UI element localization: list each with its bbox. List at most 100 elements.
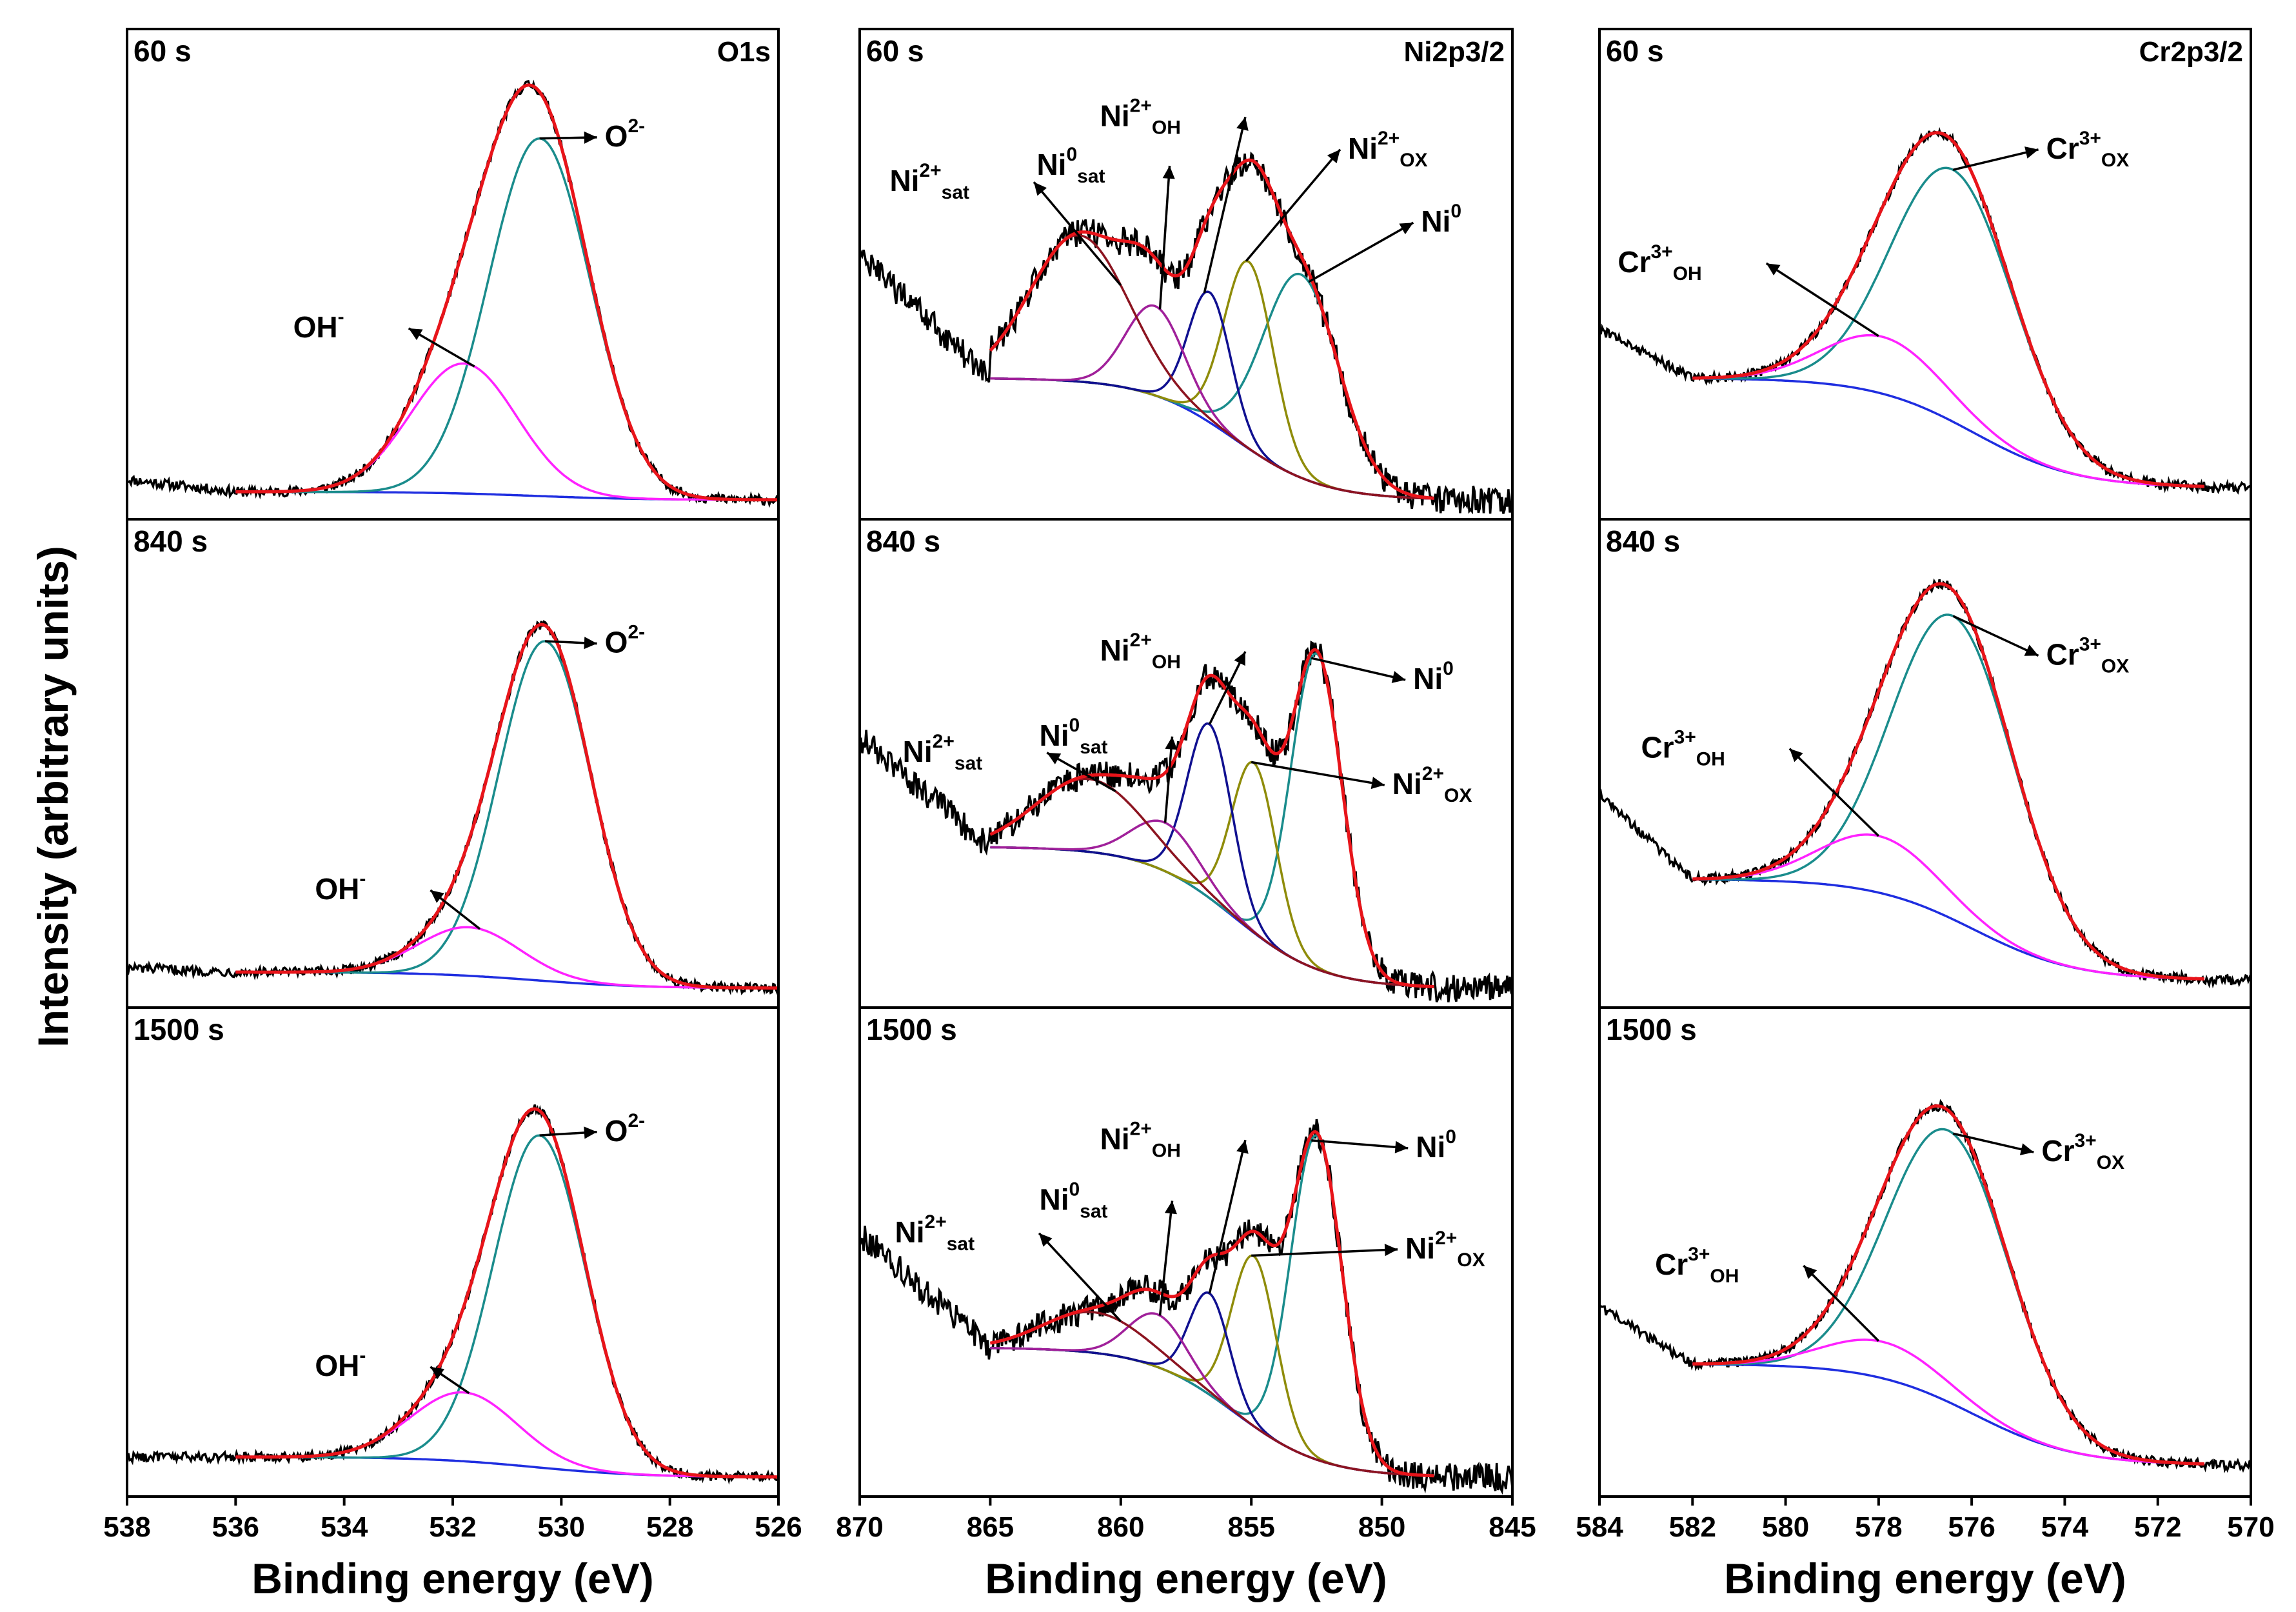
arrow-head (584, 637, 597, 650)
x-tick-label: 530 (538, 1511, 585, 1543)
x-tick-label: 584 (1576, 1511, 1623, 1543)
raw-spectrum-line (126, 1104, 780, 1485)
x-tick-label: 845 (1489, 1511, 1536, 1543)
panel-cr2p32-840s: Cr3+OX Cr3+OH 840 s (1598, 518, 2252, 1009)
peak-label-ni2sat: Ni2+sat (903, 731, 983, 774)
peak-label-ni0sat: Ni0sat (1040, 1179, 1108, 1222)
panel-frame (126, 518, 780, 1009)
peak-o2-line (235, 1134, 779, 1478)
x-tick-label: 865 (967, 1511, 1014, 1543)
envelope-line (1692, 1104, 2204, 1466)
x-tick-label: 580 (1762, 1511, 1809, 1543)
panel-cr2p32-1500s: Cr3+OX Cr3+OH 1500 s (1598, 1006, 2252, 1498)
peak-ni2sat-line (990, 1311, 1434, 1477)
raw-spectrum-line (126, 620, 780, 997)
x-tick-label: 574 (2041, 1511, 2089, 1543)
raw-spectrum-line (1598, 578, 2252, 989)
panel-frame (858, 1006, 1514, 1498)
peak-label-ni2oh: Ni2+OH (1100, 630, 1181, 673)
arrow-head (2024, 644, 2039, 656)
x-axes: 538 536 534 532 530 528 526 Binding energy (eV)… (103, 1497, 2275, 1602)
time-label: 60 s (1606, 34, 1664, 68)
x-axis-label: Binding energy (eV) (252, 1555, 653, 1602)
time-label: 840 s (1606, 524, 1680, 558)
time-label: 1500 s (866, 1013, 957, 1046)
peak-ni0sat-line (990, 304, 1434, 500)
peak-label-cr3oh: Cr3+OH (1618, 241, 1701, 284)
arrow-head (1384, 1244, 1398, 1257)
peak-ni2ox-line (990, 761, 1434, 988)
envelope-line (1692, 131, 2204, 488)
label-arrow (1208, 1139, 1247, 1294)
background-line (990, 377, 1434, 500)
x-tick-label: 578 (1855, 1511, 1902, 1543)
arrow-head (1391, 671, 1406, 683)
x-axis-cr2p32: 584 582 580 578 576 574 572 570 Binding energy (… (1576, 1497, 2275, 1602)
envelope-line (1692, 582, 2204, 981)
arrow-head (1399, 223, 1414, 235)
arrow-head (1234, 652, 1245, 666)
x-axis-label: Binding energy (eV) (1724, 1555, 2126, 1602)
arrow-head (2024, 146, 2039, 159)
x-axis-label: Binding energy (eV) (985, 1555, 1387, 1602)
label-arrow (1765, 262, 1879, 337)
label-arrow (1803, 1264, 1880, 1342)
label-arrow (1251, 761, 1385, 786)
arrow-head (1164, 1200, 1177, 1215)
peak-label-oh: OH- (293, 306, 344, 344)
peak-ni2ox-line (990, 1254, 1434, 1477)
time-label: 1500 s (134, 1013, 224, 1046)
peak-cr3ox-line (1692, 166, 2204, 488)
label-arrow (1251, 1248, 1398, 1257)
envelope-line (235, 83, 779, 502)
peak-label-ni2sat: Ni2+sat (889, 160, 969, 203)
panel-o1s-1500s: O2- OH- 1500 s (126, 1006, 780, 1498)
arrow-head (1047, 752, 1062, 764)
x-tick-label: 526 (755, 1511, 802, 1543)
arrow-head (584, 131, 597, 144)
peak-label-o2: O2- (605, 622, 645, 659)
envelope-line (989, 648, 1434, 989)
arrow-head (1789, 748, 1803, 762)
raw-spectrum-line (1599, 1099, 2251, 1474)
peak-cr3oh-line (1692, 1338, 2204, 1466)
raw-spectrum-line (858, 1119, 1514, 1495)
peak-label-oh: OH- (315, 1345, 366, 1382)
x-tick-label: 860 (1097, 1511, 1144, 1543)
x-tick-label: 855 (1227, 1511, 1274, 1543)
peak-cr3oh-line (1692, 833, 2204, 980)
x-axis-o1s: 538 536 534 532 530 528 526 Binding energy (eV) (103, 1497, 802, 1602)
peak-label-ni0: Ni0 (1416, 1126, 1456, 1164)
envelope-line (235, 622, 778, 990)
arrow-head (430, 890, 444, 903)
background-line (990, 846, 1434, 988)
raw-spectrum-line (858, 641, 1514, 1002)
arrow-head (1162, 166, 1175, 179)
x-tick-label: 582 (1669, 1511, 1716, 1543)
label-arrow (1163, 736, 1174, 823)
panel-frame (1598, 1006, 2252, 1498)
label-arrow (1308, 221, 1414, 283)
panel-ni2p32-840s: Ni2+sat Ni0sat Ni2+OH Ni2+OX Ni0 840 s (858, 518, 1514, 1009)
time-label: 1500 s (1606, 1013, 1697, 1046)
peak-label-ni0: Ni0 (1421, 201, 1461, 238)
arrow-head (1327, 149, 1340, 164)
x-tick-label: 870 (836, 1511, 883, 1543)
panel-frame (126, 1006, 780, 1498)
peak-label-ni0sat: Ni0sat (1040, 715, 1108, 758)
background-line (1692, 377, 2204, 488)
peak-label-ni2sat: Ni2+sat (895, 1211, 975, 1255)
arrow-head (1394, 1140, 1409, 1153)
peak-label-cr3ox: Cr3+OX (2046, 128, 2130, 171)
label-arrow (1952, 615, 2039, 657)
x-tick-label: 536 (212, 1511, 259, 1543)
envelope-line (990, 1130, 1434, 1478)
peak-label-ni0: Ni0 (1413, 658, 1454, 695)
peak-cr3ox-line (1692, 1128, 2204, 1466)
panel-cr2p32-60s: Cr3+OX Cr3+OH 60 s Cr2p3/2 (1598, 28, 2252, 521)
background-line (1692, 878, 2204, 980)
label-arrow (1158, 165, 1171, 310)
raw-spectrum-line (858, 151, 1514, 515)
peak-label-ni2ox: Ni2+OX (1348, 128, 1428, 171)
